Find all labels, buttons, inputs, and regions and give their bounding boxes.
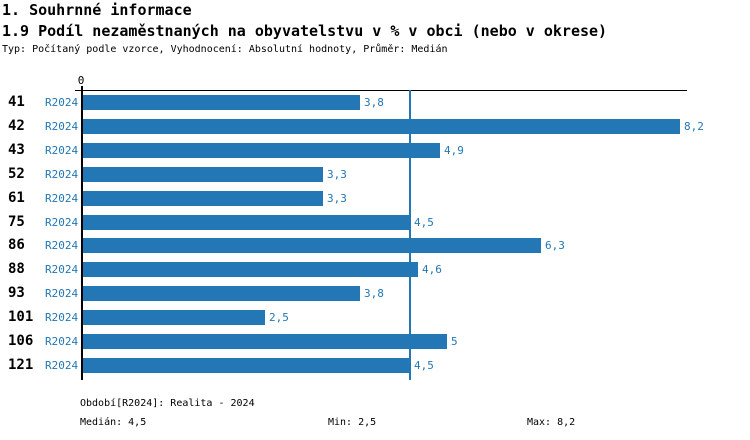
median-line [409,90,411,380]
bar [83,119,680,134]
bar [83,358,410,373]
section-title: 1. Souhrnné informace [2,1,192,19]
row-series-label: R2024 [45,168,79,181]
bar-value-label: 3,3 [327,192,347,205]
footer-max: Max: 8,2 [527,417,576,428]
footer-median: Medián: 4,5 [80,417,147,428]
row-category-label: 52 [8,166,25,182]
row-category-label: 101 [8,309,34,325]
bar-value-label: 3,8 [364,96,384,109]
row-category-label: 43 [8,142,25,158]
x-axis-zero-label: 0 [77,74,85,87]
chart-title: 1.9 Podíl nezaměstnaných na obyvatelstvu… [2,22,608,40]
row-category-label: 121 [8,357,34,373]
row-category-label: 86 [8,237,25,253]
bar [83,167,323,182]
row-series-label: R2024 [45,287,79,300]
bar-value-label: 6,3 [545,239,565,252]
chart-subtitle: Typ: Počítaný podle vzorce, Vyhodnocení:… [2,44,448,55]
bar [83,310,265,325]
bar-value-label: 4,9 [444,144,464,157]
bar [83,262,418,277]
footer-min: Min: 2,5 [328,417,377,428]
bar-value-label: 8,2 [684,120,704,133]
row-series-label: R2024 [45,263,79,276]
row-series-label: R2024 [45,311,79,324]
row-series-label: R2024 [45,96,79,109]
row-series-label: R2024 [45,192,79,205]
row-series-label: R2024 [45,120,79,133]
y-axis-line [81,86,83,380]
x-axis-line [75,90,687,91]
row-category-label: 93 [8,285,25,301]
bar-value-label: 5 [451,335,458,348]
row-category-label: 61 [8,190,25,206]
bar-value-label: 3,8 [364,287,384,300]
bar-value-label: 2,5 [269,311,289,324]
row-series-label: R2024 [45,144,79,157]
bar-value-label: 4,6 [422,263,442,276]
footer-period: Období[R2024]: Realita - 2024 [80,398,255,409]
bar [83,286,360,301]
row-category-label: 106 [8,333,34,349]
bar-value-label: 4,5 [414,216,434,229]
bar [83,215,410,230]
row-series-label: R2024 [45,359,79,372]
bar-value-label: 4,5 [414,359,434,372]
row-series-label: R2024 [45,239,79,252]
row-series-label: R2024 [45,335,79,348]
bar [83,143,440,158]
bar-value-label: 3,3 [327,168,347,181]
bar [83,191,323,206]
bar [83,238,541,253]
row-category-label: 41 [8,94,25,110]
row-series-label: R2024 [45,216,79,229]
row-category-label: 42 [8,118,25,134]
bar [83,334,447,349]
bar [83,95,360,110]
row-category-label: 88 [8,261,25,277]
row-category-label: 75 [8,214,25,230]
